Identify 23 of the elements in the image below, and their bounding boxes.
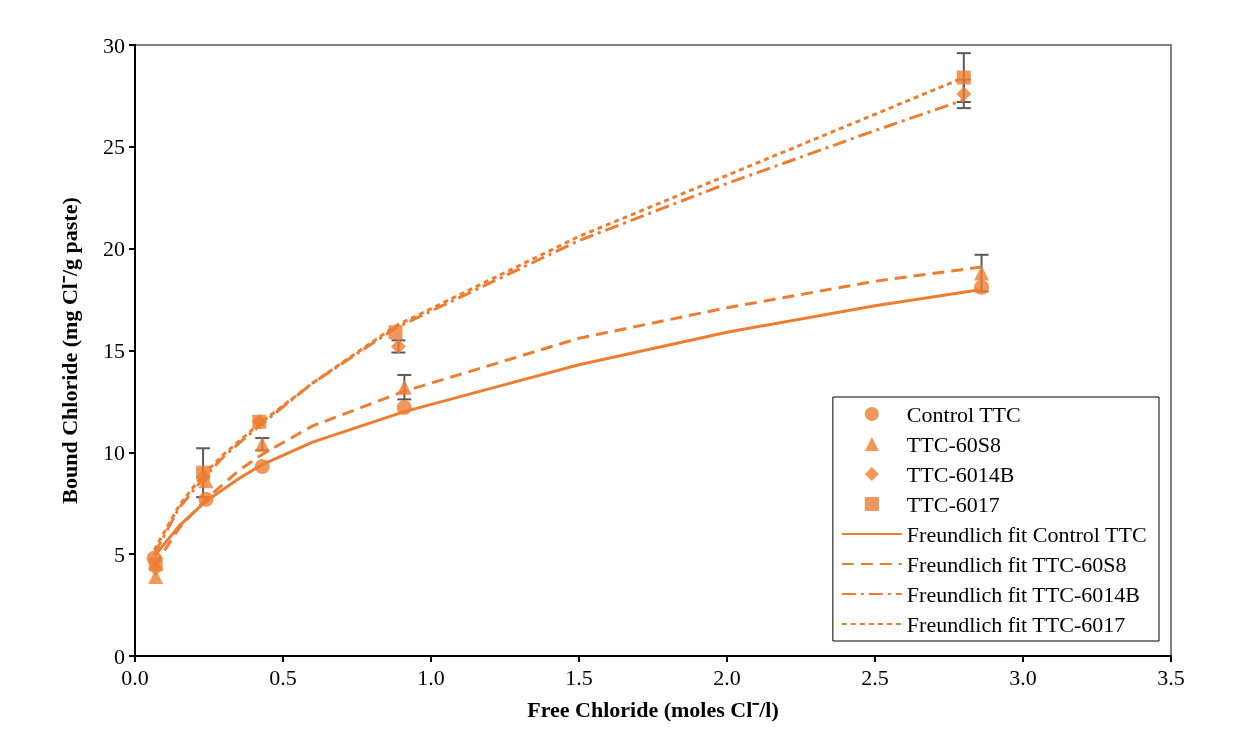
y-tick-label: 25 bbox=[103, 134, 125, 160]
x-tick-label: 3.5 bbox=[1157, 664, 1185, 690]
y-tick-label: 30 bbox=[103, 32, 125, 58]
y-tick-label: 15 bbox=[103, 338, 125, 363]
legend-label: TTC-6014B bbox=[906, 461, 1015, 487]
x-tick-label: 2.0 bbox=[713, 664, 741, 690]
legend-label: Freundlich fit TTC-6014B bbox=[906, 581, 1140, 607]
x-axis-title: Free Chloride (moles Cl⁻/l) bbox=[527, 696, 779, 722]
legend-label: Control TTC bbox=[906, 401, 1021, 427]
x-tick-label: 2.5 bbox=[861, 664, 889, 690]
x-tick-label: 1.5 bbox=[565, 664, 593, 690]
legend-label: Freundlich fit TTC-60S8 bbox=[906, 551, 1127, 577]
legend-label: Freundlich fit TTC-6017 bbox=[906, 611, 1126, 637]
legend-label: TTC-6017 bbox=[906, 491, 1000, 517]
y-tick-label: 5 bbox=[114, 541, 125, 567]
y-tick-label: 10 bbox=[103, 439, 125, 465]
y-axis-title: Bound Chloride (mg Cl⁻/g paste) bbox=[56, 197, 82, 504]
x-tick-label: 3.0 bbox=[1009, 664, 1037, 690]
x-tick-label: 0.5 bbox=[269, 664, 297, 690]
legend-label: TTC-60S8 bbox=[906, 431, 1001, 457]
x-tick-label: 1.0 bbox=[417, 664, 445, 690]
legend-label: Freundlich fit Control TTC bbox=[906, 521, 1147, 547]
y-tick-label: 20 bbox=[103, 236, 125, 262]
